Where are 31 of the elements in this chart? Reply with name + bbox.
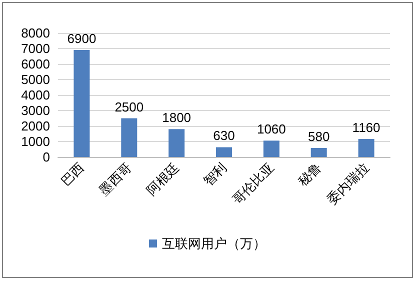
data-label: 1060 <box>256 122 286 137</box>
y-tick-label: 3000 <box>21 103 50 118</box>
x-tick-label: 巴西 <box>58 160 88 189</box>
x-tick-label: 委内瑞拉 <box>324 160 372 208</box>
y-tick-label: 1000 <box>21 134 50 149</box>
bar <box>121 118 138 157</box>
bar <box>168 129 185 157</box>
x-tick-label: 秘鲁 <box>295 160 324 189</box>
data-label: 1160 <box>352 120 380 136</box>
y-tick-label: 4000 <box>21 88 50 102</box>
bar <box>263 140 280 157</box>
y-tick-label: 7000 <box>21 41 50 56</box>
x-tick-label: 阿根廷 <box>144 160 182 198</box>
y-tick-label: 2000 <box>21 118 50 134</box>
y-tick-label: 6000 <box>21 56 50 72</box>
data-label: 580 <box>308 129 330 144</box>
x-tick-label: 哥伦比亚 <box>229 160 277 208</box>
x-tick-label: 墨西哥 <box>96 160 134 198</box>
legend-label: 互联网用户（万） <box>162 236 266 251</box>
bar <box>310 148 327 157</box>
bar <box>358 139 374 157</box>
y-tick-label: 8000 <box>21 26 50 40</box>
x-tick-label: 智利 <box>200 160 230 189</box>
y-tick-label: 0 <box>42 150 50 164</box>
bar <box>74 50 90 157</box>
data-label: 630 <box>213 128 235 144</box>
y-tick-label: 5000 <box>21 72 50 87</box>
data-label: 2500 <box>114 99 144 114</box>
bar <box>216 147 232 157</box>
data-label: 1800 <box>162 110 192 126</box>
data-label: 6900 <box>67 31 96 46</box>
